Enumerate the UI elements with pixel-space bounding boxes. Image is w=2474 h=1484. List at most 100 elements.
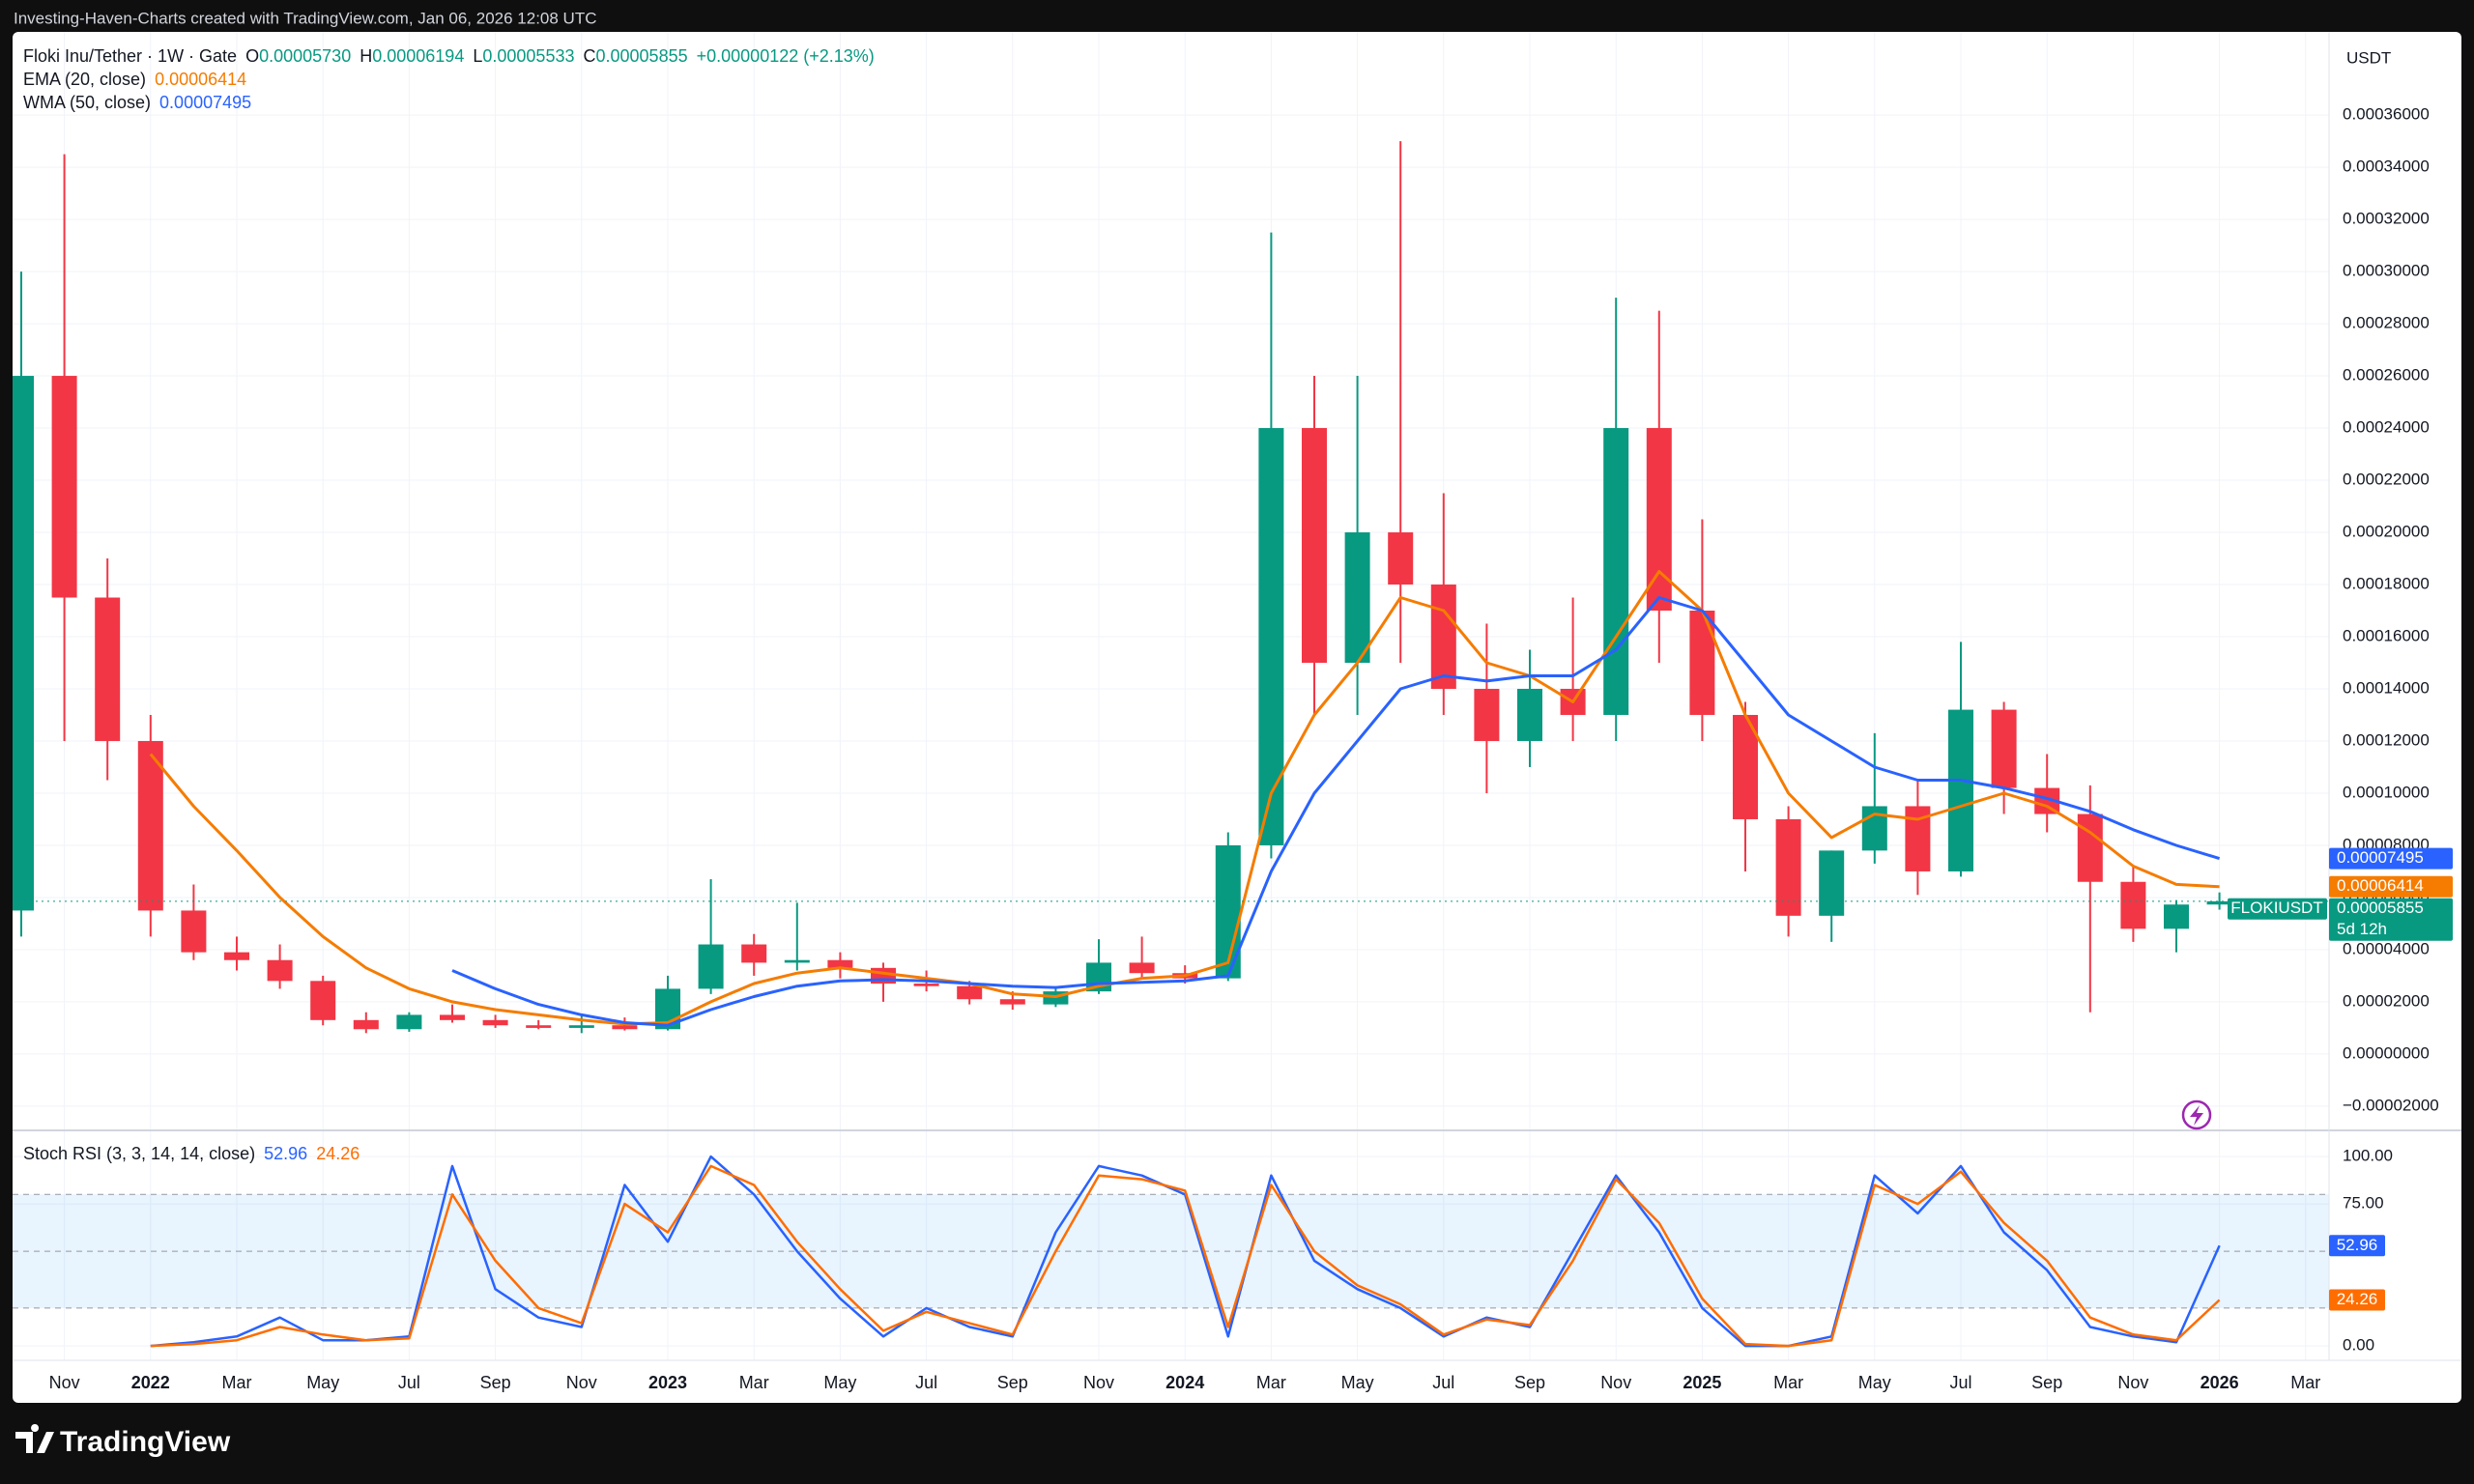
x-tick-label: 2022 xyxy=(131,1373,170,1392)
y-tick-label: 0.00002000 xyxy=(2343,991,2430,1010)
x-tick-label: Sep xyxy=(480,1373,511,1392)
legend-value: 24.26 xyxy=(316,1144,360,1163)
stoch-tag-label: 24.26 xyxy=(2337,1290,2378,1308)
x-tick-label: May xyxy=(1858,1373,1891,1392)
x-tick-label: Jul xyxy=(1432,1373,1454,1392)
x-tick-label: Nov xyxy=(2117,1373,2148,1392)
symbol: Floki Inu/Tether · 1W · Gate xyxy=(23,46,238,66)
candle-body xyxy=(1474,688,1500,741)
x-tick-label: 2023 xyxy=(648,1373,687,1392)
price-tag-label: 0.00005855 xyxy=(2337,899,2424,917)
stoch-pane xyxy=(13,1155,2329,1348)
y-tick-label: 0.00010000 xyxy=(2343,783,2430,801)
candle-body xyxy=(2120,881,2146,929)
y-tick-label: 0.00026000 xyxy=(2343,366,2430,385)
stoch-tag xyxy=(2329,1235,2385,1257)
y-tick-label: 0.00030000 xyxy=(2343,262,2430,280)
countdown: 5d 12h xyxy=(2337,920,2387,938)
x-tick-label: Mar xyxy=(1773,1373,1803,1392)
stoch-tag-label: 52.96 xyxy=(2337,1236,2378,1254)
candle-body xyxy=(1517,688,1542,741)
x-tick-label: 2026 xyxy=(2201,1373,2239,1392)
ohlc-label: L xyxy=(473,46,483,66)
line-series xyxy=(149,570,2220,1026)
stoch-grid xyxy=(13,1130,2329,1360)
y-tick-label: 0.00000000 xyxy=(2343,1043,2430,1062)
candle-body xyxy=(1258,428,1284,845)
y-tick-label: 0.00024000 xyxy=(2343,418,2430,437)
stoch-tag xyxy=(2329,1289,2385,1311)
candle-body xyxy=(396,1014,422,1030)
candle-body xyxy=(741,944,767,963)
price-tag xyxy=(2329,847,2453,870)
symbol-legend: Floki Inu/Tether · 1W · Gate O0.00005730… xyxy=(23,45,878,67)
candle-body xyxy=(13,376,34,911)
y-tick-label: 0.00034000 xyxy=(2343,157,2430,176)
candle-body xyxy=(95,597,121,741)
x-tick-label: Nov xyxy=(1600,1373,1631,1392)
candle-body xyxy=(482,1019,508,1026)
ohlc-value: 0.00005533 xyxy=(482,46,575,66)
price-pane xyxy=(13,141,2329,1034)
candle-body xyxy=(51,376,77,598)
axes: Nov 2022 Mar May Jul Sep Nov 2023 Mar May Jul Sep No… xyxy=(49,105,2453,1392)
candle-body xyxy=(568,1025,594,1028)
candle-body xyxy=(1991,709,2017,788)
ohlc-value: 0.00005855 xyxy=(595,46,688,66)
brand: TradingView xyxy=(60,1426,231,1458)
x-tick-label: Mar xyxy=(1256,1373,1286,1392)
candle-body xyxy=(1344,532,1370,663)
change: +0.00000122 (+2.13%) xyxy=(696,46,875,66)
candle-body xyxy=(2206,900,2232,905)
ohlc-value: 0.00006194 xyxy=(372,46,465,66)
price-tag-label: 0.00006414 xyxy=(2337,876,2424,895)
y-tick-label: 0.00014000 xyxy=(2343,678,2430,697)
y-tick-label: −0.00002000 xyxy=(2343,1096,2439,1114)
legend-name: WMA (50, close) xyxy=(23,93,152,112)
candle-body xyxy=(353,1019,379,1030)
line-series xyxy=(150,1164,2221,1348)
price-tag xyxy=(2329,875,2453,898)
y-tick-label: 0.00012000 xyxy=(2343,730,2430,749)
x-tick-label: May xyxy=(1341,1373,1374,1392)
candle-body xyxy=(137,740,163,911)
candle-body xyxy=(1689,611,1715,715)
ohlc-label: C xyxy=(583,46,596,66)
x-tick-label: Sep xyxy=(997,1373,1028,1392)
candle-body xyxy=(612,1025,638,1030)
candle-body xyxy=(784,959,810,963)
symbol-tag-label: FLOKIUSDT xyxy=(2230,899,2322,917)
legend-value: 0.00007495 xyxy=(159,93,252,112)
y-tick-label: 0.00032000 xyxy=(2343,210,2430,228)
x-tick-label: Mar xyxy=(222,1373,252,1392)
y-tick-label: 0.00028000 xyxy=(2343,314,2430,332)
y-tick-label: 0.00018000 xyxy=(2343,574,2430,592)
candle-body xyxy=(2164,904,2189,929)
y-tick-label: 0.00016000 xyxy=(2343,626,2430,644)
x-tick-label: 2024 xyxy=(1165,1373,1204,1392)
y-tick-label: 0.00 xyxy=(2343,1336,2374,1355)
y-tick-label: 75.00 xyxy=(2343,1194,2384,1213)
legend-name: EMA (20, close) xyxy=(23,70,147,89)
x-tick-label: Mar xyxy=(2290,1373,2320,1392)
y-tick-label: 0.00004000 xyxy=(2343,939,2430,957)
x-tick-label: Jul xyxy=(398,1373,420,1392)
ohlc-label: H xyxy=(360,46,373,66)
x-tick-label: Nov xyxy=(1083,1373,1114,1392)
price-tag xyxy=(2329,898,2453,941)
y-tick-label: 0.00020000 xyxy=(2343,523,2430,541)
candle-body xyxy=(1948,709,1973,871)
candle-body xyxy=(2077,813,2103,882)
candle-body xyxy=(827,959,853,968)
line-series xyxy=(451,596,2221,1027)
currency: USDT xyxy=(2346,48,2391,67)
candle-body xyxy=(957,985,983,1000)
lightning-icon xyxy=(2181,1099,2212,1130)
candle-body xyxy=(224,952,249,960)
candle-body xyxy=(1388,532,1414,585)
candle-body xyxy=(1775,818,1801,916)
x-tick-label: Jul xyxy=(1949,1373,1971,1392)
chart-frame xyxy=(13,32,2461,1403)
candle-body xyxy=(1129,962,1155,974)
